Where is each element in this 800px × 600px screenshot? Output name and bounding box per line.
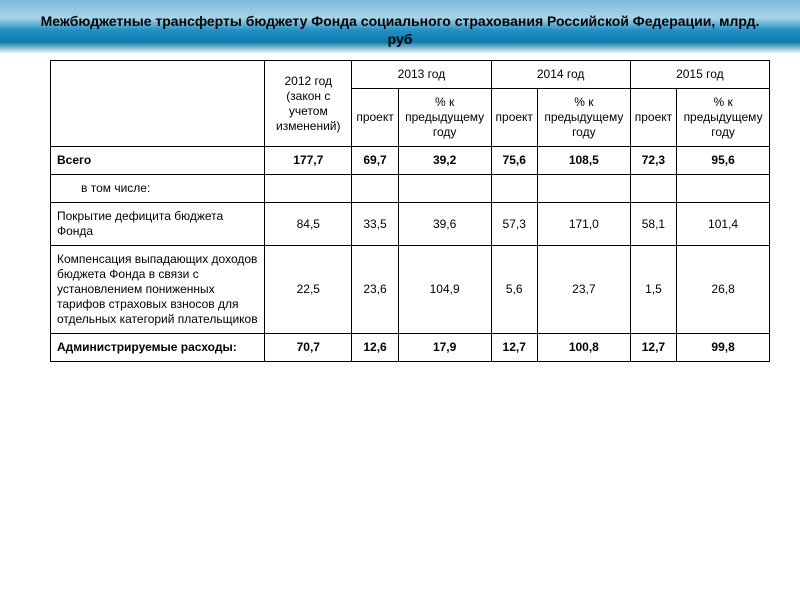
cell-compensation-v12: 22,5 <box>265 246 352 334</box>
cell-total-p14: 75,6 <box>491 147 537 175</box>
header-2014-proekt: проект <box>491 89 537 147</box>
cell-compensation-label: Компенсация выпадающих доходов бюджета Ф… <box>51 246 265 334</box>
header-row-1: 2012 год (закон с учетом изменений) 2013… <box>51 61 770 89</box>
cell-admin-p15: 12,7 <box>630 334 676 362</box>
cell-admin-label: Администрируемые расходы: <box>51 334 265 362</box>
cell-compensation-p15: 1,5 <box>630 246 676 334</box>
cell-blank <box>677 175 770 203</box>
cell-total-pct13: 39,2 <box>398 147 491 175</box>
cell-compensation-p13: 23,6 <box>352 246 398 334</box>
cell-total-pct14: 108,5 <box>537 147 630 175</box>
header-2013-pct: % к предыдущему году <box>398 89 491 147</box>
cell-deficit-p14: 57,3 <box>491 203 537 246</box>
row-total: Всего 177,7 69,7 39,2 75,6 108,5 72,3 95… <box>51 147 770 175</box>
header-2015-proekt: проект <box>630 89 676 147</box>
header-2013-proekt: проект <box>352 89 398 147</box>
header-2015: 2015 год <box>630 61 769 89</box>
cell-total-pct15: 95,6 <box>677 147 770 175</box>
cell-deficit-v12: 84,5 <box>265 203 352 246</box>
header-2012: 2012 год (закон с учетом изменений) <box>265 61 352 147</box>
row-admin: Администрируемые расходы: 70,7 12,6 17,9… <box>51 334 770 362</box>
header-2014-pct: % к предыдущему году <box>537 89 630 147</box>
cell-total-p13: 69,7 <box>352 147 398 175</box>
cell-admin-pct15: 99,8 <box>677 334 770 362</box>
header-2015-pct: % к предыдущему году <box>677 89 770 147</box>
cell-deficit-label: Покрытие дефицита бюджета Фонда <box>51 203 265 246</box>
cell-deficit-pct14: 171,0 <box>537 203 630 246</box>
cell-deficit-pct15: 101,4 <box>677 203 770 246</box>
cell-compensation-pct15: 26,8 <box>677 246 770 334</box>
cell-compensation-pct13: 104,9 <box>398 246 491 334</box>
cell-vtomchisle-label: в том числе: <box>51 175 265 203</box>
cell-admin-p14: 12,7 <box>491 334 537 362</box>
cell-total-label: Всего <box>51 147 265 175</box>
cell-blank <box>630 175 676 203</box>
cell-deficit-p13: 33,5 <box>352 203 398 246</box>
cell-admin-v12: 70,7 <box>265 334 352 362</box>
cell-deficit-pct13: 39,6 <box>398 203 491 246</box>
cell-admin-pct13: 17,9 <box>398 334 491 362</box>
cell-total-v12: 177,7 <box>265 147 352 175</box>
cell-admin-p13: 12,6 <box>352 334 398 362</box>
page-title: Межбюджетные трансферты бюджету Фонда со… <box>0 0 800 54</box>
cell-blank <box>265 175 352 203</box>
cell-blank <box>491 175 537 203</box>
blank-header <box>51 61 265 147</box>
transfers-table: 2012 год (закон с учетом изменений) 2013… <box>50 60 770 362</box>
cell-total-p15: 72,3 <box>630 147 676 175</box>
cell-admin-pct14: 100,8 <box>537 334 630 362</box>
cell-compensation-p14: 5,6 <box>491 246 537 334</box>
cell-compensation-pct14: 23,7 <box>537 246 630 334</box>
cell-blank <box>398 175 491 203</box>
row-compensation: Компенсация выпадающих доходов бюджета Ф… <box>51 246 770 334</box>
cell-blank <box>352 175 398 203</box>
table-container: 2012 год (закон с учетом изменений) 2013… <box>0 54 800 372</box>
row-deficit: Покрытие дефицита бюджета Фонда 84,5 33,… <box>51 203 770 246</box>
row-vtomchisle: в том числе: <box>51 175 770 203</box>
cell-deficit-p15: 58,1 <box>630 203 676 246</box>
header-2014: 2014 год <box>491 61 630 89</box>
cell-blank <box>537 175 630 203</box>
header-2013: 2013 год <box>352 61 491 89</box>
